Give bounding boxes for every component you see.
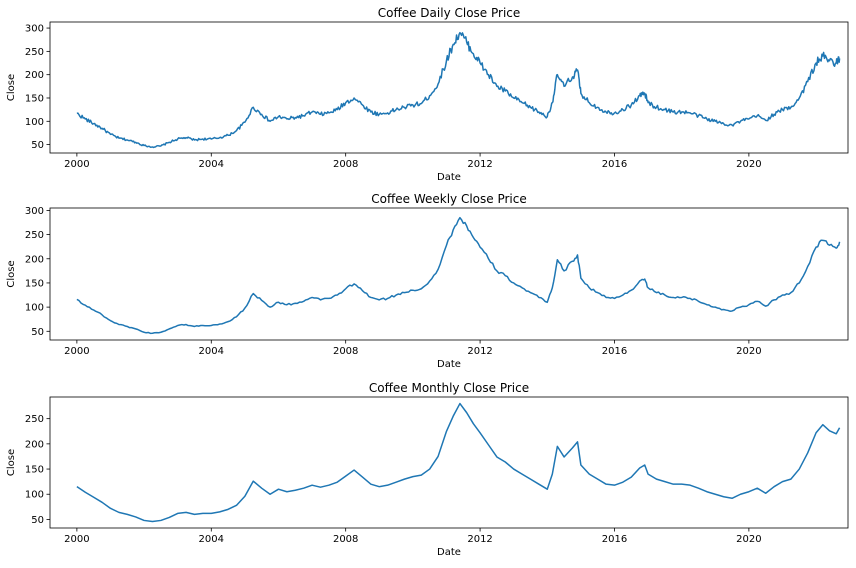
- y-tick-label: 200: [25, 70, 44, 81]
- y-tick-label: 250: [25, 47, 44, 58]
- x-tick-label: 2000: [64, 534, 89, 545]
- weekly-chart: Coffee Weekly Close Price 2000 2004 2008 201…: [6, 192, 849, 370]
- chart-title: Coffee Monthly Close Price: [369, 381, 529, 395]
- series-line: [76, 31, 841, 149]
- y-tick-label: 100: [25, 303, 44, 314]
- chart-title: Coffee Daily Close Price: [378, 6, 521, 20]
- chart-title: Coffee Weekly Close Price: [371, 192, 526, 206]
- y-axis-label: Close: [6, 449, 17, 476]
- y-tick-label: 50: [31, 515, 44, 526]
- daily-chart: Coffee Daily Close Price 2000 2004 2008 2012…: [6, 6, 849, 183]
- x-tick-label: 2012: [467, 346, 492, 357]
- x-tick-label: 2020: [736, 346, 761, 357]
- x-tick-label: 2016: [602, 534, 627, 545]
- y-tick-label: 300: [25, 24, 44, 35]
- x-tick-label: 2008: [333, 159, 358, 170]
- y-axis-label: Close: [6, 74, 17, 101]
- x-axis-label: Date: [437, 359, 461, 370]
- y-tick-label: 200: [25, 254, 44, 265]
- x-tick-label: 2020: [736, 159, 761, 170]
- axes-frame: [49, 207, 849, 341]
- x-axis-label: Date: [437, 172, 461, 183]
- x-tick-label: 2012: [467, 159, 492, 170]
- y-axis-label: Close: [6, 260, 17, 287]
- y-tick-label: 200: [25, 439, 44, 450]
- x-tick-label: 2004: [199, 346, 224, 357]
- x-tick-label: 2008: [333, 534, 358, 545]
- y-tick-label: 300: [25, 206, 44, 217]
- y-tick-label: 250: [25, 230, 44, 241]
- series-line: [76, 402, 841, 523]
- x-tick-label: 2004: [199, 159, 224, 170]
- x-tick-label: 2012: [467, 534, 492, 545]
- y-tick-label: 50: [31, 140, 44, 151]
- y-tick-label: 100: [25, 117, 44, 128]
- y-tick-label: 50: [31, 327, 44, 338]
- y-tick-label: 150: [25, 465, 44, 476]
- monthly-chart: Coffee Monthly Close Price 2000 2004 2008 20…: [6, 381, 849, 558]
- x-tick-label: 2020: [736, 534, 761, 545]
- y-tick-label: 100: [25, 490, 44, 501]
- series-line: [76, 216, 841, 335]
- x-axis-label: Date: [437, 547, 461, 558]
- y-tick-label: 150: [25, 278, 44, 289]
- axes-frame: [49, 21, 849, 154]
- x-tick-label: 2016: [602, 346, 627, 357]
- x-tick-label: 2008: [333, 346, 358, 357]
- x-tick-label: 2004: [199, 534, 224, 545]
- axes-frame: [49, 396, 849, 529]
- x-tick-label: 2016: [602, 159, 627, 170]
- x-tick-label: 2000: [64, 346, 89, 357]
- y-tick-label: 150: [25, 93, 44, 104]
- x-tick-label: 2000: [64, 159, 89, 170]
- y-tick-label: 250: [25, 414, 44, 425]
